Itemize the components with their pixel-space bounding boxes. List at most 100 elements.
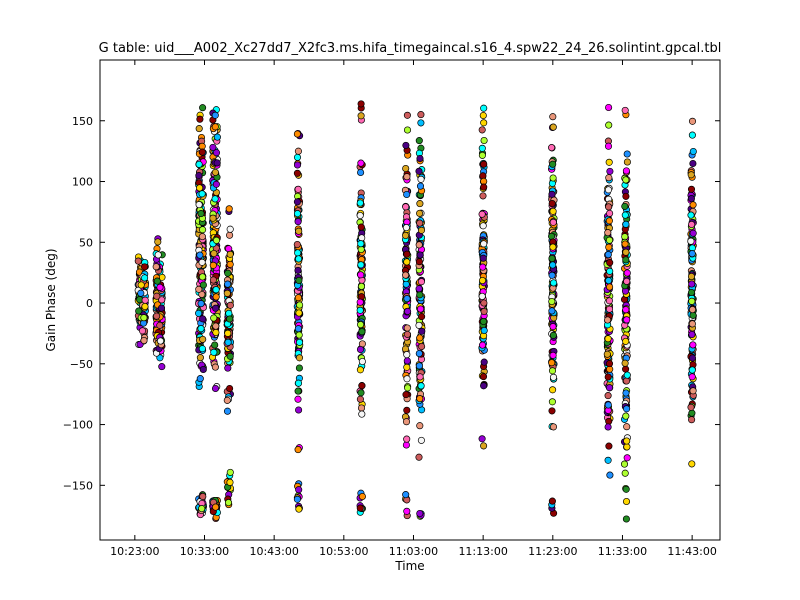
data-point <box>623 193 629 199</box>
data-point <box>296 339 302 345</box>
data-point <box>689 410 695 416</box>
data-point <box>199 233 205 239</box>
data-point <box>157 338 163 344</box>
data-point <box>624 372 630 378</box>
data-point <box>481 300 487 306</box>
data-point <box>416 242 422 248</box>
x-tick-label: 11:03:00 <box>389 545 438 558</box>
data-point <box>605 402 611 408</box>
data-point <box>623 307 629 313</box>
data-point <box>622 203 628 209</box>
data-point <box>404 112 410 118</box>
data-point <box>417 374 423 380</box>
data-point <box>418 227 424 233</box>
data-point <box>550 352 556 358</box>
y-tick-label: −100 <box>63 419 93 432</box>
data-point <box>418 120 424 126</box>
data-point <box>623 413 629 419</box>
data-point <box>550 262 556 268</box>
data-point <box>606 443 612 449</box>
data-point <box>404 325 410 331</box>
data-point <box>142 297 148 303</box>
data-point <box>607 168 613 174</box>
data-point <box>224 290 230 296</box>
data-point <box>689 321 695 327</box>
data-point <box>623 338 629 344</box>
data-point <box>417 335 423 341</box>
data-point <box>141 275 147 281</box>
data-point <box>417 292 423 298</box>
data-point <box>690 312 696 318</box>
data-point <box>606 159 612 165</box>
data-point <box>212 305 218 311</box>
data-point <box>142 303 148 309</box>
data-point <box>548 144 554 150</box>
data-point <box>404 508 410 514</box>
data-point <box>295 148 301 154</box>
data-point <box>210 215 216 221</box>
data-point <box>481 184 487 190</box>
data-point <box>211 315 217 321</box>
data-point <box>416 259 422 265</box>
data-point <box>550 323 556 329</box>
data-point <box>623 378 629 384</box>
data-point <box>550 161 556 167</box>
data-point <box>416 168 422 174</box>
x-tick-label: 10:33:00 <box>180 545 229 558</box>
data-point <box>622 360 628 366</box>
data-point <box>419 328 425 334</box>
data-point <box>295 446 301 452</box>
data-point <box>416 210 422 216</box>
data-point <box>296 277 302 283</box>
x-tick-label: 11:13:00 <box>458 545 507 558</box>
data-point <box>479 152 485 158</box>
data-point <box>141 315 147 321</box>
data-point <box>196 185 202 191</box>
data-point <box>690 230 696 236</box>
data-point <box>358 262 364 268</box>
data-point <box>357 505 363 511</box>
data-point <box>623 516 629 522</box>
data-point <box>404 251 410 257</box>
data-point <box>359 383 365 389</box>
data-point <box>153 313 159 319</box>
data-point <box>417 306 423 312</box>
data-point <box>227 479 233 485</box>
data-point <box>358 113 364 119</box>
data-point <box>688 186 694 192</box>
data-point <box>549 368 555 374</box>
data-point <box>480 223 486 229</box>
data-point <box>141 264 147 270</box>
data-point <box>227 226 233 232</box>
y-tick-label: −150 <box>63 479 93 492</box>
data-point <box>623 390 629 396</box>
data-point <box>295 407 301 413</box>
data-point <box>481 105 487 111</box>
data-point <box>296 310 302 316</box>
x-tick-label: 10:53:00 <box>319 545 368 558</box>
data-point <box>622 241 628 247</box>
data-point <box>479 436 485 442</box>
data-point <box>606 385 612 391</box>
data-point <box>416 350 422 356</box>
data-point <box>358 405 364 411</box>
data-point <box>479 342 485 348</box>
data-point <box>359 235 365 241</box>
data-point <box>358 101 364 107</box>
data-point <box>402 232 408 238</box>
data-point <box>357 396 363 402</box>
data-point <box>154 278 160 284</box>
y-tick-label: 150 <box>72 115 93 128</box>
data-point <box>418 383 424 389</box>
data-point <box>357 299 363 305</box>
data-point <box>549 387 555 393</box>
data-point <box>159 363 165 369</box>
y-tick-label: −50 <box>70 358 93 371</box>
data-point <box>605 374 611 380</box>
data-point <box>225 270 231 276</box>
data-point <box>404 407 410 413</box>
data-point <box>212 124 218 130</box>
data-point <box>294 170 300 176</box>
data-point <box>624 317 630 323</box>
data-point <box>225 330 231 336</box>
